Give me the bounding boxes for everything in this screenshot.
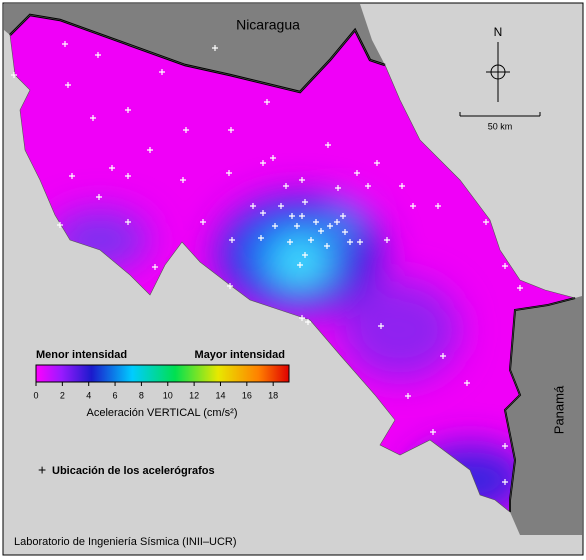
- colorbar-tick-label: 8: [139, 390, 144, 400]
- station-marker: [228, 127, 234, 133]
- colorbar-tick-label: 12: [189, 390, 199, 400]
- country-label: Panamá: [551, 385, 566, 434]
- station-marker: [226, 170, 232, 176]
- station-marker: [440, 353, 446, 359]
- station-marker: [334, 219, 340, 225]
- station-marker: [354, 170, 360, 176]
- credit: Laboratorio de Ingeniería Sísmica (INII–…: [14, 536, 237, 548]
- station-marker: [57, 222, 63, 228]
- station-marker: [260, 160, 266, 166]
- station-marker: [308, 237, 314, 243]
- country-label: Nicaragua: [236, 17, 300, 33]
- station-marker: [287, 239, 293, 245]
- station-marker: [384, 237, 390, 243]
- station-marker: [302, 252, 308, 258]
- station-marker: [147, 147, 153, 153]
- station-marker: [125, 219, 131, 225]
- north-arrow: [486, 42, 510, 102]
- station-marker: [305, 319, 311, 325]
- station-marker: [95, 52, 101, 58]
- station-marker: [109, 165, 115, 171]
- station-marker: [283, 183, 289, 189]
- station-marker: [378, 323, 384, 329]
- station-legend: Ubicación de los acelerógrafos: [52, 465, 215, 477]
- station-marker: [62, 41, 68, 47]
- colorbar-tick-label: 10: [163, 390, 173, 400]
- station-marker: [399, 183, 405, 189]
- station-marker: [65, 82, 71, 88]
- scale-bar: [459, 112, 541, 117]
- station-marker: [405, 393, 411, 399]
- station-marker: [483, 219, 489, 225]
- station-marker: [340, 213, 346, 219]
- station-marker: [212, 45, 218, 51]
- station-marker: [325, 142, 331, 148]
- colorbar-low-label: Menor intensidad: [36, 349, 127, 361]
- station-marker: [517, 285, 523, 291]
- station-marker: [365, 183, 371, 189]
- station-marker: [264, 99, 270, 105]
- colorbar-tick-label: 14: [215, 390, 225, 400]
- colorbar: [35, 364, 290, 383]
- station-marker: [299, 177, 305, 183]
- station-marker: [180, 177, 186, 183]
- station-marker: [294, 223, 300, 229]
- station-marker: [502, 443, 508, 449]
- station-marker: [227, 283, 233, 289]
- station-marker: [159, 69, 165, 75]
- station-marker: [272, 223, 278, 229]
- stations: [11, 41, 523, 485]
- station-marker: [152, 264, 158, 270]
- nicaragua-area: [4, 4, 385, 92]
- colorbar-tick-label: 18: [268, 390, 278, 400]
- north-label: N: [494, 25, 503, 39]
- station-marker: [327, 223, 333, 229]
- station-marker: [69, 173, 75, 179]
- station-marker: [299, 213, 305, 219]
- panama-area: [505, 296, 582, 535]
- station-marker: [318, 228, 324, 234]
- colorbar-high-label: Mayor intensidad: [195, 349, 285, 361]
- station-marker: [289, 213, 295, 219]
- colorbar-tick-label: 0: [33, 390, 38, 400]
- station-marker: [260, 210, 266, 216]
- station-marker: [200, 219, 206, 225]
- station-marker: [250, 203, 256, 209]
- station-marker: [357, 239, 363, 245]
- station-marker: [464, 380, 470, 386]
- station-marker: [324, 243, 330, 249]
- station-marker: [502, 263, 508, 269]
- station-marker: [11, 72, 17, 78]
- station-marker: [278, 203, 284, 209]
- station-marker: [410, 203, 416, 209]
- station-symbol: +: [38, 462, 46, 478]
- station-marker: [430, 429, 436, 435]
- station-marker: [435, 203, 441, 209]
- station-marker: [125, 107, 131, 113]
- colorbar-tick-label: 2: [60, 390, 65, 400]
- station-marker: [96, 194, 102, 200]
- colorbar-tick-label: 16: [242, 390, 252, 400]
- colorbar-tick-label: 6: [113, 390, 118, 400]
- colorbar-title: Aceleración VERTICAL (cm/s²): [87, 407, 238, 419]
- station-marker: [374, 160, 380, 166]
- colorbar-tick-label: 4: [86, 390, 91, 400]
- station-marker: [302, 199, 308, 205]
- station-marker: [502, 479, 508, 485]
- station-marker: [90, 115, 96, 121]
- station-marker: [183, 127, 189, 133]
- station-marker: [299, 315, 305, 321]
- station-marker: [347, 239, 353, 245]
- station-marker: [270, 155, 276, 161]
- station-marker: [342, 229, 348, 235]
- station-marker: [335, 185, 341, 191]
- station-marker: [258, 235, 264, 241]
- station-marker: [313, 219, 319, 225]
- scale-label: 50 km: [488, 121, 513, 131]
- station-marker: [229, 237, 235, 243]
- station-marker: [125, 173, 131, 179]
- station-marker: [297, 262, 303, 268]
- colorbar-ticks: 0 2 4 6 8 10 12 14 16 18: [33, 382, 278, 400]
